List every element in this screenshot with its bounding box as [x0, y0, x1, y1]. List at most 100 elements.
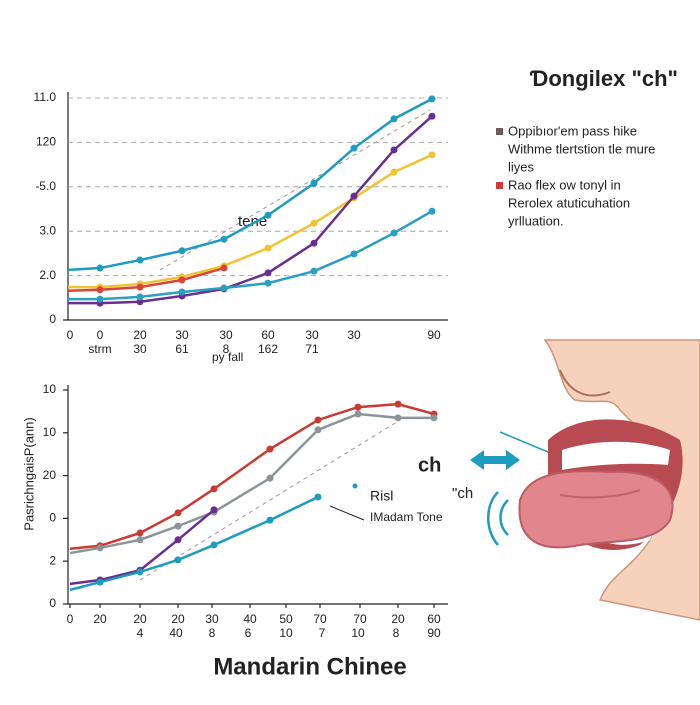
- y-tick-label: 3.0: [39, 223, 56, 237]
- annotation: Risl: [370, 488, 393, 504]
- x-tick-label: 8: [393, 626, 400, 640]
- legend-swatch: [496, 128, 503, 135]
- data-point: [96, 544, 104, 552]
- x-tick-label: 30: [205, 612, 219, 626]
- x-tick-label: 8: [209, 626, 216, 640]
- footer-title: Mandarin Chinee: [213, 653, 406, 680]
- legend-title: Ɗongilex "ch": [530, 66, 678, 91]
- data-point: [136, 529, 144, 537]
- x-tick-label: 6: [245, 626, 252, 640]
- data-point: [178, 276, 186, 284]
- data-point: [354, 410, 362, 418]
- y-axis-label: PasrichngaisP(ann): [21, 417, 36, 530]
- data-point: [314, 426, 322, 434]
- data-point: [428, 207, 436, 215]
- marker-dot: [352, 483, 358, 489]
- x-tick-label: 10: [351, 626, 365, 640]
- data-point: [430, 414, 438, 422]
- data-point: [390, 146, 398, 154]
- data-point: [390, 229, 398, 237]
- data-point: [174, 522, 182, 530]
- x-tick-label: 40: [169, 626, 183, 640]
- x-tick-label: 70: [313, 612, 327, 626]
- data-point: [136, 293, 144, 301]
- x-tick-label: 20: [133, 612, 147, 626]
- data-point: [174, 556, 182, 564]
- data-point: [266, 474, 274, 482]
- x-tick-label: 60: [427, 612, 441, 626]
- data-point: [210, 506, 218, 514]
- data-point: [350, 250, 358, 258]
- data-point: [96, 286, 104, 294]
- data-point: [266, 516, 274, 524]
- data-point: [390, 115, 398, 123]
- legend-text: Rerolex atuticuhation: [508, 195, 630, 210]
- data-point: [310, 179, 318, 187]
- data-point: [310, 267, 318, 275]
- series-line: [67, 97, 433, 272]
- y-tick-label: -5.0: [35, 179, 56, 193]
- label-ch-quote: "ch: [452, 485, 473, 502]
- x-tick-label: 30: [175, 328, 189, 342]
- data-point: [96, 264, 104, 272]
- data-point: [428, 95, 436, 103]
- y-tick-label: 10: [43, 425, 57, 439]
- data-point: [394, 414, 402, 422]
- data-point: [264, 244, 272, 252]
- x-tick-label: 90: [427, 626, 441, 640]
- x-tick-label: 30: [133, 342, 147, 356]
- data-point: [266, 445, 274, 453]
- data-point: [210, 541, 218, 549]
- x-tick-label: 0: [97, 328, 104, 342]
- data-point: [136, 536, 144, 544]
- data-point: [390, 168, 398, 176]
- data-point: [220, 235, 228, 243]
- annotation: py fall: [212, 350, 243, 364]
- data-point: [264, 279, 272, 287]
- data-point: [428, 112, 436, 120]
- label-ch: ch: [418, 454, 441, 476]
- data-point: [264, 269, 272, 277]
- x-tick-label: 30: [219, 328, 233, 342]
- x-tick-label: 60: [261, 328, 275, 342]
- y-tick-label: 2: [49, 553, 56, 567]
- data-point: [136, 298, 144, 306]
- data-point: [136, 256, 144, 264]
- data-point: [220, 284, 228, 292]
- x-tick-label: 61: [175, 342, 189, 356]
- data-point: [178, 288, 186, 296]
- legend-text: yrlluation.: [508, 213, 564, 228]
- x-tick-label: 162: [258, 342, 278, 356]
- legend-text: Withme tlertstion tle mure: [508, 141, 655, 156]
- x-tick-label: 70: [353, 612, 367, 626]
- face-illustration: [470, 339, 700, 621]
- x-tick-label: 30: [305, 328, 319, 342]
- data-point: [310, 219, 318, 227]
- y-tick-label: 10: [43, 382, 57, 396]
- y-tick-label: 0: [49, 312, 56, 326]
- y-tick-label: 20: [43, 468, 57, 482]
- data-point: [96, 295, 104, 303]
- data-point: [354, 403, 362, 411]
- x-tick-label: 20: [93, 612, 107, 626]
- legend-swatch: [496, 182, 503, 189]
- data-point: [96, 578, 104, 586]
- data-point: [136, 283, 144, 291]
- pointer-line: [329, 505, 365, 521]
- y-tick-label: 0: [49, 511, 56, 525]
- x-tick-label: 0: [67, 612, 74, 626]
- data-point: [314, 416, 322, 424]
- y-tick-label: 2.0: [39, 268, 56, 282]
- data-point: [174, 536, 182, 544]
- annotation: tene: [238, 213, 267, 230]
- y-tick-label: 0: [49, 596, 56, 610]
- x-tick-label: 7: [319, 626, 326, 640]
- x-tick-label: strm: [88, 342, 111, 356]
- data-point: [220, 264, 228, 272]
- data-point: [394, 400, 402, 408]
- data-point: [178, 247, 186, 255]
- legend-text: liyes: [508, 159, 535, 174]
- guide-line: [139, 419, 401, 581]
- data-point: [310, 239, 318, 247]
